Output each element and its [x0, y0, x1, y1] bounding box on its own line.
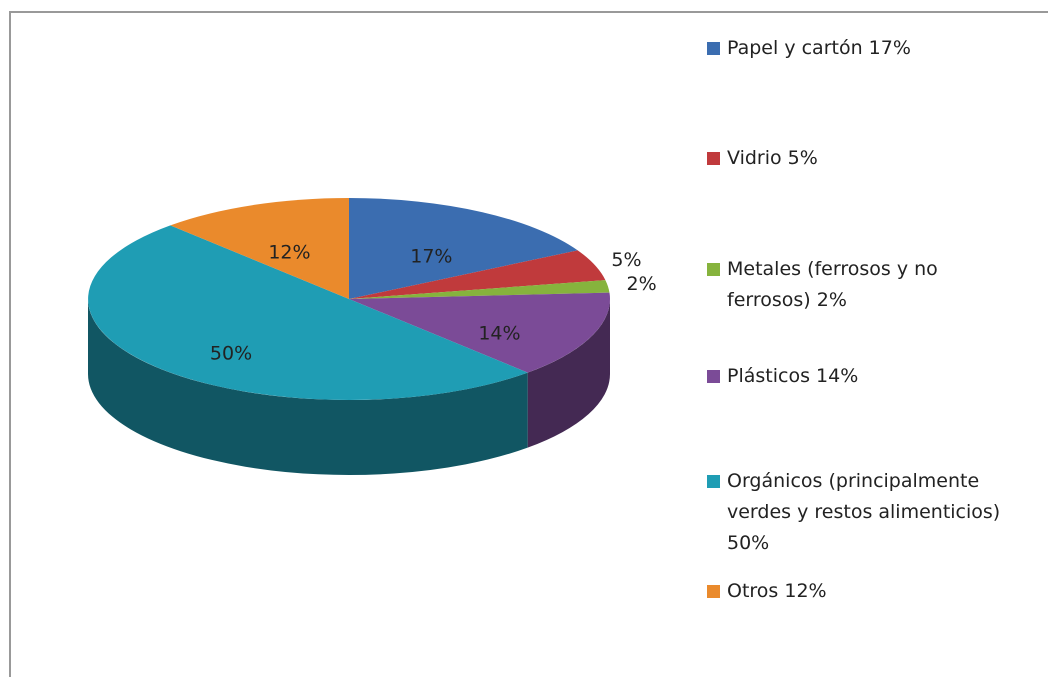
pie-tops: [88, 198, 610, 400]
legend-item: Papel y cartón 17%: [707, 33, 1037, 64]
data-label: 5%: [611, 249, 641, 271]
pie-side: [527, 299, 610, 448]
legend-swatch: [707, 152, 720, 165]
legend-item: Plásticos 14%: [707, 361, 1037, 392]
legend-swatch: [707, 42, 720, 55]
frame: [9, 11, 1048, 677]
data-label: 14%: [478, 323, 520, 345]
data-label: 17%: [410, 246, 452, 268]
pie-slice: [349, 292, 610, 373]
pie-side: [88, 299, 528, 475]
legend-item: Orgánicos (principalmente verdes y resto…: [707, 466, 1037, 559]
legend-label: Metales (ferrosos y no ferrosos) 2%: [727, 258, 938, 311]
legend-label: Plásticos 14%: [727, 365, 859, 387]
pie-sides: [88, 299, 610, 475]
legend-item: Metales (ferrosos y no ferrosos) 2%: [707, 254, 957, 316]
legend-item: Vidrio 5%: [707, 143, 1037, 174]
legend-label: Vidrio 5%: [727, 147, 818, 169]
pie-slice: [349, 198, 578, 299]
legend-label: Papel y cartón 17%: [727, 37, 911, 59]
legend-label: Orgánicos (principalmente verdes y resto…: [727, 470, 1001, 554]
legend-item: Otros 12%: [707, 576, 1037, 607]
data-label: 50%: [210, 342, 252, 364]
legend-swatch: [707, 475, 720, 488]
data-label: 12%: [268, 241, 310, 263]
pie-slice: [349, 280, 610, 299]
data-label: 2%: [627, 273, 657, 295]
legend-label: Otros 12%: [727, 580, 827, 602]
pie-slice: [88, 225, 528, 400]
legend-swatch: [707, 263, 720, 276]
legend-swatch: [707, 585, 720, 598]
data-labels: 17% 5%2% 14% 50% 12%: [210, 241, 657, 364]
legend-swatch: [707, 370, 720, 383]
pie-slice: [349, 250, 606, 299]
pie-slice: [170, 198, 349, 299]
